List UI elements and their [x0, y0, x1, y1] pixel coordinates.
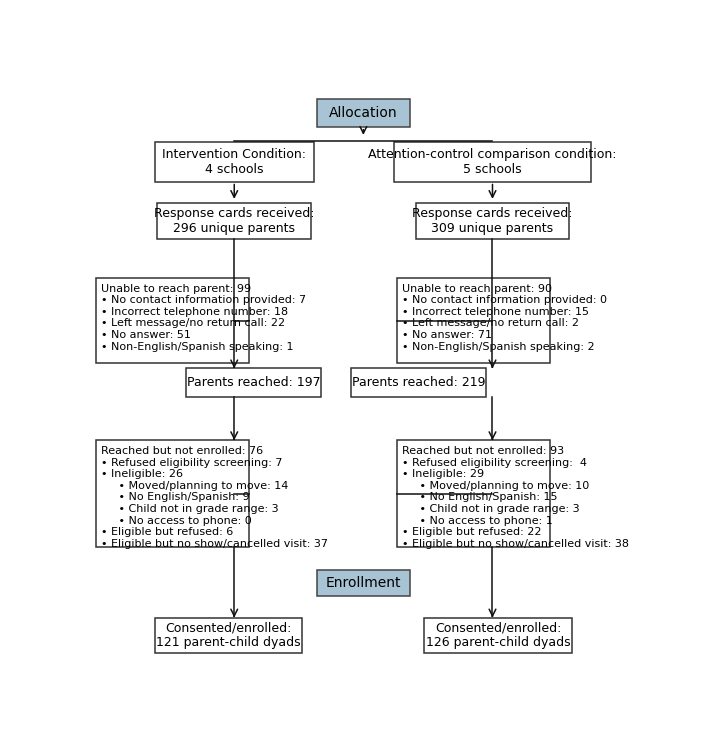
- Text: Response cards received:
296 unique parents: Response cards received: 296 unique pare…: [154, 207, 315, 235]
- FancyBboxPatch shape: [155, 142, 314, 181]
- FancyBboxPatch shape: [317, 99, 410, 127]
- FancyBboxPatch shape: [155, 618, 302, 653]
- FancyBboxPatch shape: [96, 440, 249, 547]
- Text: Response cards received:
309 unique parents: Response cards received: 309 unique pare…: [412, 207, 573, 235]
- Text: Unable to reach parent: 90
• No contact information provided: 0
• Incorrect tele: Unable to reach parent: 90 • No contact …: [403, 284, 608, 352]
- FancyBboxPatch shape: [186, 369, 320, 397]
- Text: Allocation: Allocation: [329, 106, 398, 120]
- Text: Reached but not enrolled: 76
• Refused eligibility screening: 7
• Ineligible: 26: Reached but not enrolled: 76 • Refused e…: [101, 446, 328, 549]
- FancyBboxPatch shape: [415, 204, 569, 239]
- Text: Reached but not enrolled: 93
• Refused eligibility screening:  4
• Ineligible: 2: Reached but not enrolled: 93 • Refused e…: [403, 446, 630, 549]
- Text: Unable to reach parent: 99
• No contact information provided: 7
• Incorrect tele: Unable to reach parent: 99 • No contact …: [101, 284, 306, 352]
- Text: Consented/enrolled:
121 parent-child dyads: Consented/enrolled: 121 parent-child dya…: [157, 622, 301, 649]
- FancyBboxPatch shape: [317, 570, 410, 595]
- FancyBboxPatch shape: [397, 278, 549, 363]
- Text: Enrollment: Enrollment: [325, 576, 401, 590]
- FancyBboxPatch shape: [96, 278, 249, 363]
- Text: Attention-control comparison condition:
5 schools: Attention-control comparison condition: …: [368, 148, 617, 176]
- FancyBboxPatch shape: [425, 618, 571, 653]
- FancyBboxPatch shape: [397, 440, 549, 547]
- FancyBboxPatch shape: [393, 142, 591, 181]
- FancyBboxPatch shape: [157, 204, 311, 239]
- FancyBboxPatch shape: [351, 369, 486, 397]
- Text: Parents reached: 197: Parents reached: 197: [186, 376, 320, 389]
- Text: Intervention Condition:
4 schools: Intervention Condition: 4 schools: [162, 148, 306, 176]
- Text: Parents reached: 219: Parents reached: 219: [352, 376, 485, 389]
- Text: Consented/enrolled:
126 parent-child dyads: Consented/enrolled: 126 parent-child dya…: [425, 622, 570, 649]
